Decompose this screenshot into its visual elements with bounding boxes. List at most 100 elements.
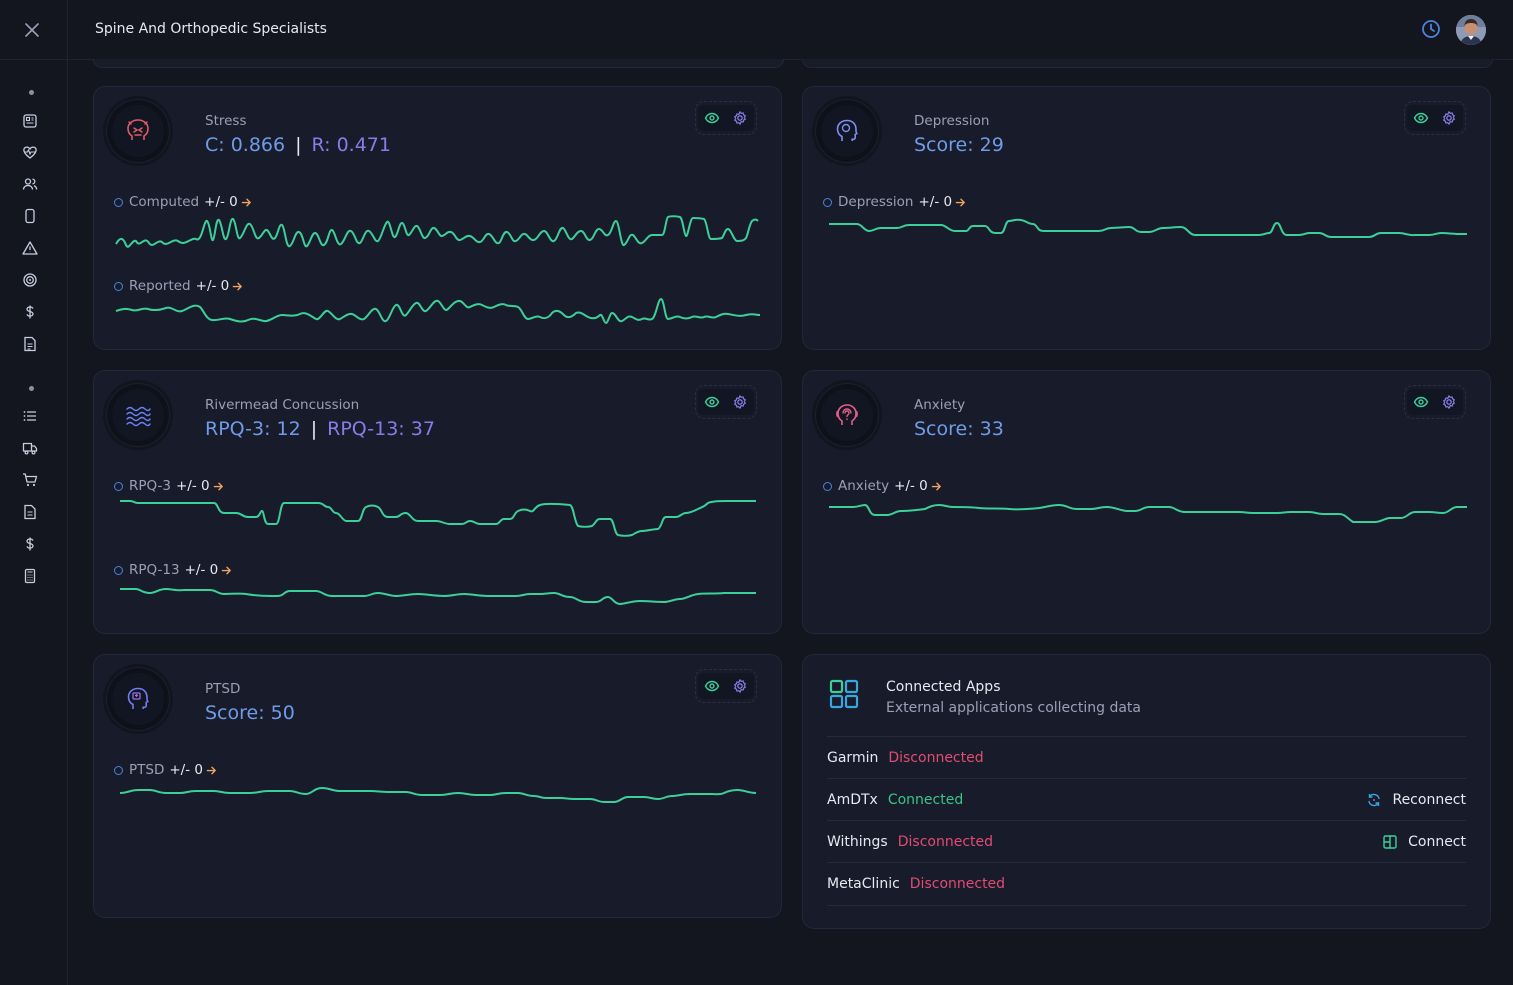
series-name: RPQ-3 <box>129 478 171 494</box>
sidebar-item-shipping[interactable] <box>20 438 40 458</box>
reconnect-icon <box>1368 793 1381 807</box>
sidebar-item-orders[interactable] <box>20 470 40 490</box>
sidebar-item-alerts[interactable] <box>20 238 40 258</box>
gear-icon <box>734 395 746 409</box>
card-title: PTSD <box>205 681 241 697</box>
settings-button[interactable] <box>731 677 749 695</box>
heart-pulse-icon <box>23 146 37 159</box>
card-actions <box>1404 101 1466 135</box>
waves-icon <box>126 406 151 427</box>
avatar[interactable] <box>1456 15 1486 45</box>
eye-icon <box>1413 112 1429 124</box>
rpq13-sparkline <box>120 588 756 605</box>
series-ptsd: PTSD +/- 0 <box>114 762 217 778</box>
expand-button[interactable] <box>221 565 232 576</box>
series-marker <box>114 281 123 291</box>
sidebar-item-documents[interactable] <box>20 502 40 522</box>
anxiety-line <box>829 504 1467 523</box>
expand-button[interactable] <box>213 481 224 492</box>
expand-button[interactable] <box>955 197 966 208</box>
eye-icon <box>704 680 720 692</box>
settings-button[interactable] <box>731 393 749 411</box>
card-score: RPQ-3: 12 | RPQ-13: 37 <box>205 418 435 440</box>
view-button[interactable] <box>1412 393 1430 411</box>
card-actions <box>695 101 757 135</box>
settings-button[interactable] <box>1440 109 1458 127</box>
view-button[interactable] <box>703 677 721 695</box>
sidebar-item-health[interactable] <box>20 142 40 162</box>
view-button[interactable] <box>1412 109 1430 127</box>
apps-grid-icon <box>829 679 859 709</box>
arrow-right-icon <box>232 282 243 290</box>
series-rpq13: RPQ-13 +/- 0 <box>114 562 232 578</box>
rpq13-score: RPQ-13: 37 <box>327 418 435 440</box>
eye-icon <box>704 396 720 408</box>
close-button[interactable] <box>20 18 44 42</box>
anxiety-sparkline <box>829 504 1467 523</box>
series-marker <box>114 565 123 575</box>
dollar-icon <box>26 305 34 319</box>
app-status: Disconnected <box>888 750 984 766</box>
reconnect-button[interactable]: Reconnect <box>1366 792 1466 808</box>
arrow-right-icon <box>955 198 966 206</box>
sidebar-item-users[interactable] <box>20 174 40 194</box>
card-title: Stress <box>205 113 247 129</box>
score-separator: | <box>295 134 302 156</box>
sidebar-item-billing[interactable] <box>20 302 40 322</box>
card-icon-frame <box>815 383 879 447</box>
view-button[interactable] <box>703 393 721 411</box>
depression-head-icon <box>836 119 858 141</box>
series-marker <box>823 481 832 491</box>
truck-icon <box>22 442 38 455</box>
report-icon <box>24 336 36 352</box>
dollar-icon <box>26 537 34 551</box>
app-name: AmDTx <box>827 792 878 808</box>
expand-button[interactable] <box>206 765 217 776</box>
sidebar-item-goals[interactable] <box>20 270 40 290</box>
eye-icon <box>704 112 720 124</box>
card-edge <box>93 59 784 68</box>
view-button[interactable] <box>703 109 721 127</box>
connect-button[interactable]: Connect <box>1382 834 1466 850</box>
stress-card: Stress C: 0.866 | R: 0.471 Computed +/- 0 R… <box>93 86 782 350</box>
series-delta: +/- 0 <box>195 278 230 294</box>
expand-button[interactable] <box>232 281 243 292</box>
arrow-right-icon <box>206 766 217 774</box>
arrow-right-icon <box>931 482 941 490</box>
card-actions <box>1404 385 1466 419</box>
app-row-amdtx: AmDTx Connected Reconnect <box>827 778 1466 821</box>
expand-button[interactable] <box>931 481 942 492</box>
phone-icon <box>25 208 35 224</box>
series-depression: Depression +/- 0 <box>823 194 966 210</box>
sidebar-item-list[interactable] <box>20 406 40 426</box>
reconnect-label: Reconnect <box>1392 792 1466 808</box>
sidebar-item-calculator[interactable] <box>20 566 40 586</box>
expand-button[interactable] <box>241 197 252 208</box>
gear-icon <box>734 679 746 693</box>
app-name: MetaClinic <box>827 876 900 892</box>
users-icon <box>22 178 38 190</box>
settings-button[interactable] <box>731 109 749 127</box>
connected-apps-subtitle: External applications collecting data <box>886 700 1141 716</box>
card-score: C: 0.866 | R: 0.471 <box>205 134 391 156</box>
series-anxiety: Anxiety +/- 0 <box>823 478 942 494</box>
sidebar-item-reports[interactable] <box>20 334 40 354</box>
app-status: Connected <box>887 792 964 808</box>
sidebar-item-dashboard[interactable] <box>20 111 40 131</box>
sidebar-item-device[interactable] <box>20 206 40 226</box>
document-icon <box>24 504 36 520</box>
list-icon <box>23 411 36 421</box>
rpq3-sparkline <box>120 500 756 537</box>
sidebar <box>0 0 68 985</box>
series-delta: +/- 0 <box>894 478 928 494</box>
app-row-withings: Withings Disconnected Connect <box>827 820 1466 863</box>
series-marker <box>114 481 123 491</box>
history-button[interactable] <box>1421 19 1441 39</box>
sidebar-divider <box>0 59 67 60</box>
alert-triangle-icon <box>22 241 38 255</box>
sidebar-group-dot <box>29 386 34 391</box>
app-name: Garmin <box>827 750 879 766</box>
settings-button[interactable] <box>1440 393 1458 411</box>
sidebar-item-payments[interactable] <box>20 534 40 554</box>
top-bar: Spine And Orthopedic Specialists <box>67 0 1513 60</box>
